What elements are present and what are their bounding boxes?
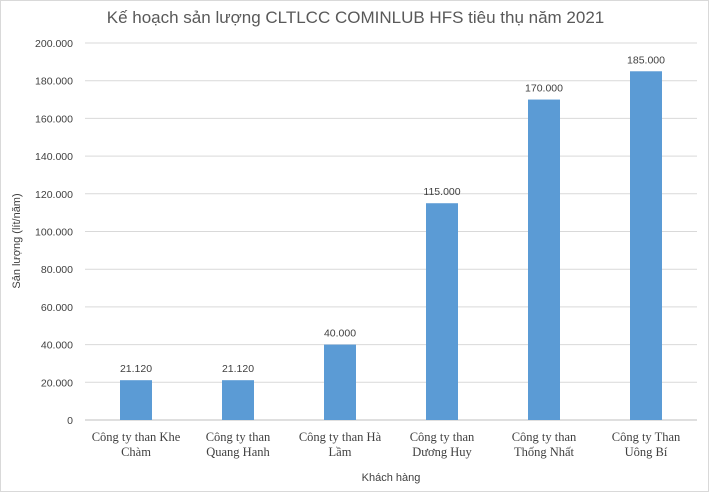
y-tick-label: 120.000 [35,189,73,201]
y-tick-label: 20.000 [41,377,73,389]
x-tick-label: Công ty than Hà [299,430,382,444]
x-tick-label: Thống Nhất [514,445,575,459]
bar [630,71,662,421]
x-tick-label: Công ty than [410,430,475,444]
y-tick-label: 60.000 [41,302,73,314]
y-tick-label: 160.000 [35,113,73,125]
data-label: 21.120 [222,363,254,375]
x-tick-label: Dương Huy [412,445,472,459]
y-tick-label: 180.000 [35,76,73,88]
y-tick-label: 100.000 [35,227,73,239]
y-tick-label: 0 [67,415,73,427]
y-tick-label: 80.000 [41,264,73,276]
bar [426,203,458,420]
x-tick-label: Quang Hanh [206,445,270,459]
data-label: 21.120 [120,363,152,375]
chart-title: Kế hoạch sản lượng CLTLCC COMINLUB HFS t… [106,8,605,27]
x-tick-label: Lầm [329,445,352,459]
bar [222,380,254,420]
data-label: 185.000 [627,54,665,66]
x-axis-label: Khách hàng [361,472,421,484]
x-tick-label: Công ty than [512,430,577,444]
y-tick-label: 40.000 [41,340,73,352]
data-label: 170.000 [525,83,563,95]
x-tick-label: Công ty than Khe [92,430,181,444]
x-tick-label: Công ty Than [612,430,681,444]
x-tick-label: Chàm [121,445,151,459]
bar [324,344,356,420]
y-tick-label: 140.000 [35,151,73,163]
bar [528,99,560,421]
data-label: 115.000 [423,186,460,198]
x-tick-label: Công ty than [206,430,271,444]
bar [120,380,152,420]
data-label: 40.000 [324,328,356,340]
x-tick-label: Uông Bí [625,445,668,459]
y-tick-label: 200.000 [35,38,73,50]
